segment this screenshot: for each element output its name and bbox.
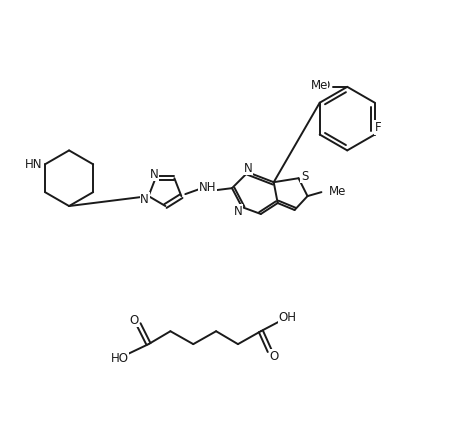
Text: Me: Me <box>311 79 328 92</box>
Text: OH: OH <box>279 311 297 324</box>
Text: N: N <box>233 204 242 218</box>
Text: O: O <box>269 349 279 363</box>
Text: F: F <box>374 121 381 134</box>
Text: O: O <box>320 79 329 92</box>
Text: N: N <box>244 162 252 175</box>
Text: HN: HN <box>25 158 42 171</box>
Text: NH: NH <box>199 181 216 194</box>
Text: N: N <box>140 193 149 206</box>
Text: HO: HO <box>111 351 129 365</box>
Text: O: O <box>129 314 138 327</box>
Text: N: N <box>150 168 159 181</box>
Text: S: S <box>301 170 308 183</box>
Text: Me: Me <box>329 184 347 198</box>
